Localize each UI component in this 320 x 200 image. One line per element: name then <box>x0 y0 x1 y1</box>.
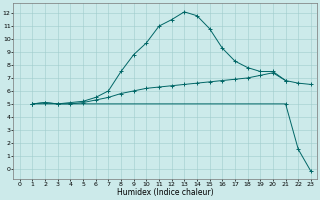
X-axis label: Humidex (Indice chaleur): Humidex (Indice chaleur) <box>117 188 214 197</box>
